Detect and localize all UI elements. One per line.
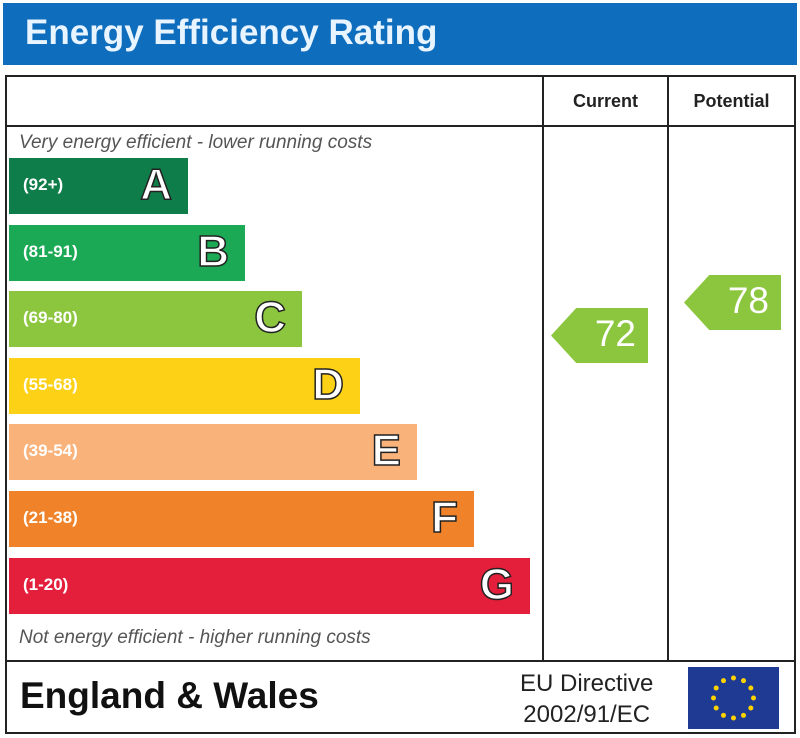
title-bar: Energy Efficiency Rating <box>3 3 797 65</box>
directive-line2: 2002/91/EC <box>523 701 651 728</box>
band-range: (81-91) <box>23 242 78 261</box>
band-f: (21-38) F <box>9 491 474 547</box>
star <box>731 715 736 721</box>
region-label: England & Wales <box>20 675 319 716</box>
band-g: (1-20) G <box>9 558 530 614</box>
band-letter: G <box>479 559 515 610</box>
band-letter: D <box>311 359 344 410</box>
band-range: (92+) <box>23 175 64 194</box>
star <box>741 712 746 718</box>
current-rating-arrow: 72 <box>551 308 648 363</box>
bottom-caption: Not energy efficient - higher running co… <box>19 627 371 648</box>
column-header-potential: Potential <box>693 91 770 111</box>
band-range: (39-54) <box>23 441 78 460</box>
eu-flag-icon <box>688 667 779 729</box>
star <box>713 685 719 691</box>
band-letter: E <box>371 425 402 476</box>
band-range: (55-68) <box>23 375 78 394</box>
eu-directive: EU Directive 2002/91/EC <box>520 668 653 730</box>
star <box>721 712 726 718</box>
star <box>748 705 754 711</box>
band-letter: C <box>253 292 286 343</box>
star <box>713 705 719 711</box>
potential-rating-arrow: 78 <box>684 275 781 330</box>
band-range: (21-38) <box>23 508 78 527</box>
band-a: (92+) A <box>9 158 188 214</box>
potential-rating-value: 78 <box>727 280 769 321</box>
divider <box>7 660 794 662</box>
star <box>721 678 726 684</box>
band-d: (55-68) D <box>9 358 360 414</box>
rating-table: Current Potential Very energy efficient … <box>5 75 796 734</box>
band-range: (69-80) <box>23 308 78 327</box>
band-b: (81-91) B <box>9 225 245 281</box>
directive-line1: EU Directive <box>520 670 654 697</box>
current-rating-value: 72 <box>594 313 636 354</box>
star <box>711 695 716 701</box>
chart-title: Energy Efficiency Rating <box>25 13 438 52</box>
column-header-current: Current <box>572 91 638 111</box>
band-letter: F <box>430 492 458 543</box>
star <box>751 695 756 701</box>
star <box>731 675 736 681</box>
band-letter: B <box>196 226 229 277</box>
top-caption: Very energy efficient - lower running co… <box>19 132 373 153</box>
band-e: (39-54) E <box>9 424 417 480</box>
divider <box>7 125 794 127</box>
divider <box>542 77 544 662</box>
star <box>748 685 754 691</box>
band-range: (1-20) <box>23 575 69 594</box>
band-letter: A <box>139 159 172 210</box>
divider <box>667 77 669 662</box>
star <box>741 678 746 684</box>
band-c: (69-80) C <box>9 291 302 347</box>
